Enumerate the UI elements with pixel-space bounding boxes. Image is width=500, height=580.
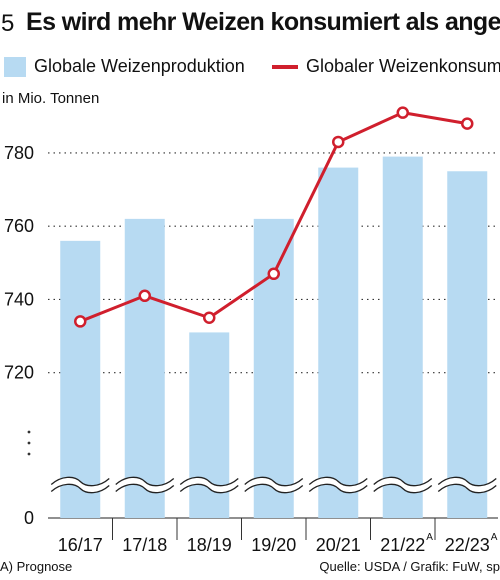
axis-break-gap bbox=[438, 477, 497, 493]
axis-break-line bbox=[244, 476, 304, 487]
axis-break-dot bbox=[27, 441, 31, 445]
x-tick-label: 17/18 bbox=[122, 535, 167, 555]
axis-break-line bbox=[179, 483, 239, 494]
axis-break-dot bbox=[27, 452, 31, 456]
x-tick-label: 19/20 bbox=[251, 535, 296, 555]
chart-number: 5 bbox=[1, 10, 15, 37]
axis-break-gap bbox=[244, 477, 303, 493]
bar bbox=[447, 171, 488, 519]
unit-label: in Mio. Tonnen bbox=[2, 90, 100, 107]
y-tick-label: 780 bbox=[4, 143, 34, 163]
axis-break-line bbox=[115, 483, 175, 494]
axis-break-line bbox=[373, 476, 433, 487]
line-point bbox=[267, 267, 280, 281]
line-point bbox=[74, 315, 87, 328]
x-tick-label: 21/22 bbox=[380, 535, 425, 555]
bar bbox=[382, 156, 423, 518]
axis-break-line bbox=[179, 476, 239, 487]
legend-bar-swatch bbox=[4, 57, 26, 77]
axis-break-gap bbox=[51, 477, 110, 493]
bar bbox=[124, 218, 165, 518]
source: Quelle: USDA / Grafik: FuW, sp bbox=[319, 559, 500, 574]
y-tick-label: 720 bbox=[4, 363, 34, 383]
axis-break-line bbox=[308, 476, 368, 487]
x-tick-superscript: A bbox=[426, 532, 433, 543]
bar bbox=[318, 167, 359, 518]
axis-break-gap bbox=[180, 477, 239, 493]
footnote: A) Prognose bbox=[0, 559, 73, 574]
bar bbox=[60, 240, 101, 518]
axis-break-line bbox=[50, 483, 110, 494]
axis-break-line bbox=[115, 476, 175, 487]
legend: Globale Weizenproduktion Globaler Weizen… bbox=[0, 54, 500, 82]
axis-break-gap bbox=[115, 477, 174, 493]
y-tick-label: 740 bbox=[4, 289, 34, 309]
x-tick-superscript: A bbox=[491, 532, 498, 543]
axis-break-line bbox=[437, 476, 497, 487]
line-point bbox=[332, 135, 345, 149]
axis-break-line bbox=[437, 483, 497, 494]
legend-line-label: Globaler Weizenkonsum bbox=[306, 56, 500, 76]
axis-break-line bbox=[308, 483, 368, 494]
line-point bbox=[461, 117, 474, 130]
y-tick-label: 760 bbox=[4, 216, 34, 236]
line-point bbox=[396, 106, 409, 119]
x-tick-label: 16/17 bbox=[58, 535, 103, 555]
y-tick-label: 0 bbox=[24, 508, 34, 528]
line-point bbox=[138, 289, 151, 303]
x-tick-label: 20/21 bbox=[316, 535, 361, 555]
axis-break-line bbox=[244, 483, 304, 494]
axis-break-gap bbox=[373, 477, 432, 493]
legend-line-swatch bbox=[272, 65, 298, 69]
axis-break-line bbox=[373, 483, 433, 494]
chart-title-row: 5 Es wird mehr Weizen konsumiert als ang… bbox=[0, 4, 500, 44]
x-tick-label: 18/19 bbox=[187, 535, 232, 555]
bar bbox=[253, 218, 294, 518]
legend-bar-label: Globale Weizenproduktion bbox=[34, 56, 245, 76]
x-tick-label: 22/23 bbox=[445, 535, 490, 555]
chart-title: Es wird mehr Weizen konsumiert als angeb… bbox=[26, 8, 500, 36]
axis-break-gap bbox=[309, 477, 368, 493]
axis-break-dot bbox=[27, 430, 31, 434]
axis-break-line bbox=[50, 476, 110, 487]
line-point bbox=[203, 311, 216, 325]
